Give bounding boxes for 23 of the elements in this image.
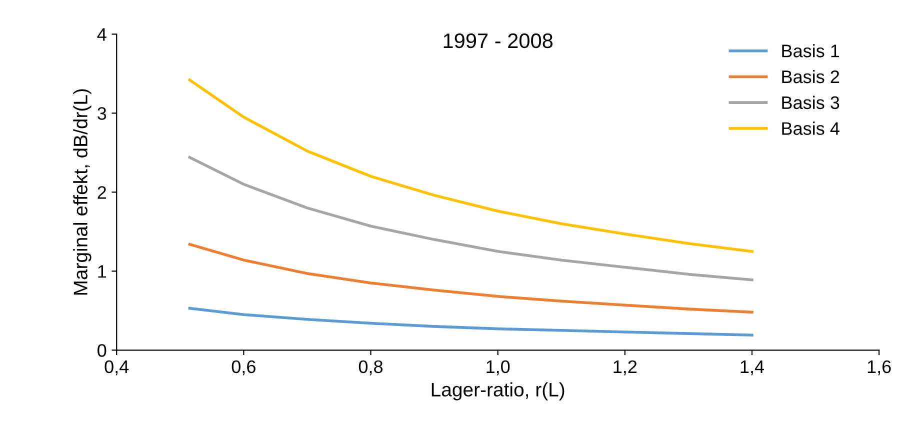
x-tick-label: 1,6 [868, 360, 891, 376]
line-series [188, 242, 754, 314]
y-tick-label: 4 [97, 28, 106, 41]
x-tick-label: 1,2 [614, 360, 637, 376]
y-tick-label: 1 [98, 265, 106, 278]
legend-label: Basis 1 [782, 44, 840, 58]
line-series [188, 78, 754, 253]
x-tick-label: 0,4 [104, 360, 129, 376]
legend-label: Basis 2 [782, 70, 840, 84]
y-tick-label: 0 [98, 344, 106, 357]
x-tick-label: 1,4 [740, 360, 764, 376]
legend-label: Basis 4 [782, 122, 840, 135]
line-series [188, 306, 754, 337]
y-axis-title: Marginal effekt, dB/dr(L) [73, 89, 92, 295]
x-axis-title: Lager-ratio, r(L) [432, 382, 564, 400]
x-tick-label: 0,6 [232, 360, 256, 376]
y-tick-label: 2 [98, 186, 106, 199]
legend-label: Basis 3 [782, 96, 840, 110]
x-tick-label: 1,0 [486, 360, 510, 376]
chart-title: 1997 - 2008 [444, 33, 553, 48]
x-tick-label: 0,8 [358, 360, 383, 376]
y-tick-label: 3 [98, 107, 106, 120]
line-series [188, 156, 754, 282]
